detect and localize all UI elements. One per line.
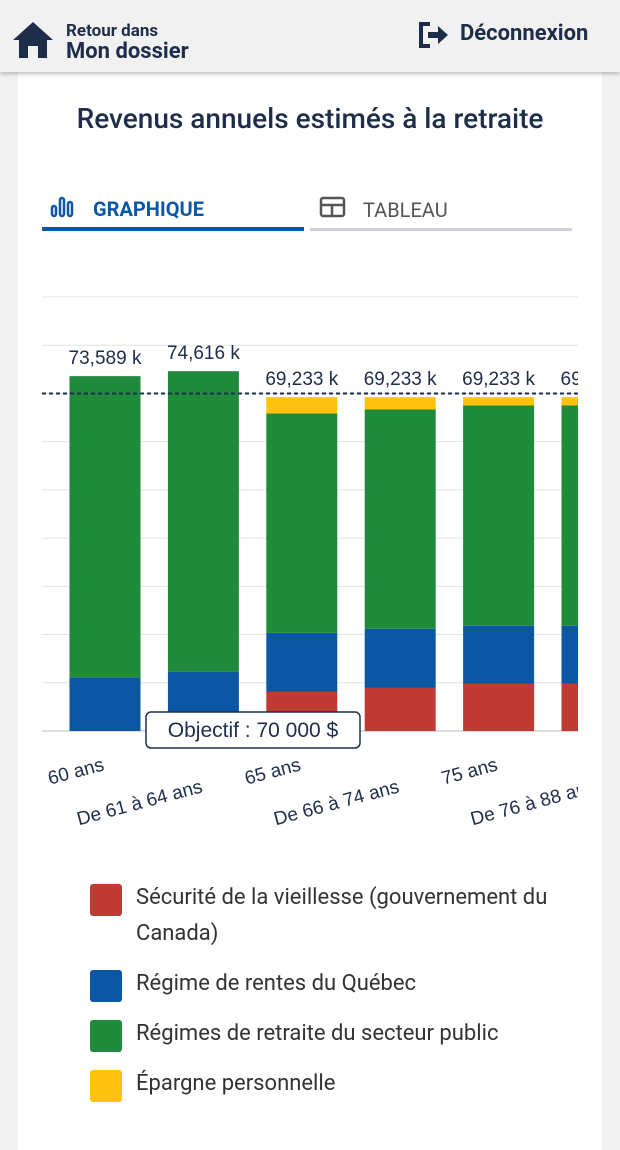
bar-segment <box>364 409 436 629</box>
bar-segment <box>167 371 239 672</box>
home-icon[interactable] <box>12 20 54 60</box>
bar-segment <box>69 376 141 678</box>
x-tick-label: 75 ans <box>439 755 500 790</box>
bar-segment <box>364 397 436 410</box>
x-tick-label: 60 ans <box>46 755 107 790</box>
legend-item: Sécurité de la vieillesse (gouvernement … <box>90 880 590 952</box>
legend-label: Sécurité de la vieillesse (gouvernement … <box>136 885 548 946</box>
target-label: Objectif : 70 000 $ <box>168 719 339 742</box>
bar-segment <box>561 625 578 684</box>
tab-chart[interactable]: GRAPHIQUE <box>93 197 204 221</box>
bar-segment <box>364 628 436 688</box>
bar-segment <box>266 413 338 633</box>
back-link[interactable]: Mon dossier <box>66 39 189 64</box>
bar-segment <box>561 683 578 731</box>
legend-label: Régime de rentes du Québec <box>136 971 417 996</box>
legend-item: Régimes de retraite du secteur public <box>90 1016 590 1052</box>
tab-underline <box>310 228 572 231</box>
total-label: 69,233 k <box>265 369 338 390</box>
bar-segment <box>364 687 436 731</box>
x-tick-label: 65 ans <box>243 755 304 790</box>
chart: 73,589 k 74,616 k 69,233 k 69,233 k 69,233 k… <box>42 296 620 830</box>
legend: Sécurité de la vieillesse (gouvernement … <box>90 880 590 1116</box>
bar-segment <box>561 405 578 626</box>
x-tick-label: De 61 à 64 ans <box>75 777 205 830</box>
tab-table[interactable]: TABLEAU <box>363 198 448 222</box>
bar-segment <box>266 397 338 414</box>
bar-segment <box>266 632 338 692</box>
total-label: 74,616 k <box>167 343 240 364</box>
table-tab-icon <box>319 196 346 218</box>
bar-segment <box>463 683 535 731</box>
target-box <box>145 711 361 749</box>
tab-underline <box>42 227 304 231</box>
legend-item: Régime de rentes du Québec <box>90 966 590 1002</box>
total-label: 69,233 k <box>561 369 620 390</box>
legend-swatch <box>90 884 122 916</box>
bar-segment <box>463 397 535 406</box>
bar-segment <box>463 625 535 684</box>
legend-label: Régimes de retraite du secteur public <box>136 1021 499 1046</box>
x-tick-label: De 76 à 88 ans <box>468 777 598 830</box>
header: Retour dans Mon dossier Déconnexion <box>0 0 620 72</box>
chart-tab-icon <box>50 196 74 218</box>
legend-label: Épargne personnelle <box>136 1071 336 1096</box>
legend-swatch <box>90 1070 122 1102</box>
legend-item: Épargne personnelle <box>90 1066 590 1102</box>
total-label: 69,233 k <box>462 369 535 390</box>
logout-button[interactable]: Déconnexion <box>460 21 589 46</box>
back-link[interactable]: Retour dans <box>66 21 159 41</box>
bar-segment <box>561 397 578 406</box>
legend-swatch <box>90 970 122 1002</box>
page-title: Revenus annuels estimés à la retraite <box>76 102 544 135</box>
total-label: 73,589 k <box>69 348 142 369</box>
legend-swatch <box>90 1020 122 1052</box>
total-label: 69,233 k <box>364 369 437 390</box>
bar-segment <box>69 677 141 731</box>
logout-icon[interactable] <box>418 22 450 48</box>
bar-segment <box>463 405 535 626</box>
x-tick-label: De 66 à 74 ans <box>272 777 402 830</box>
